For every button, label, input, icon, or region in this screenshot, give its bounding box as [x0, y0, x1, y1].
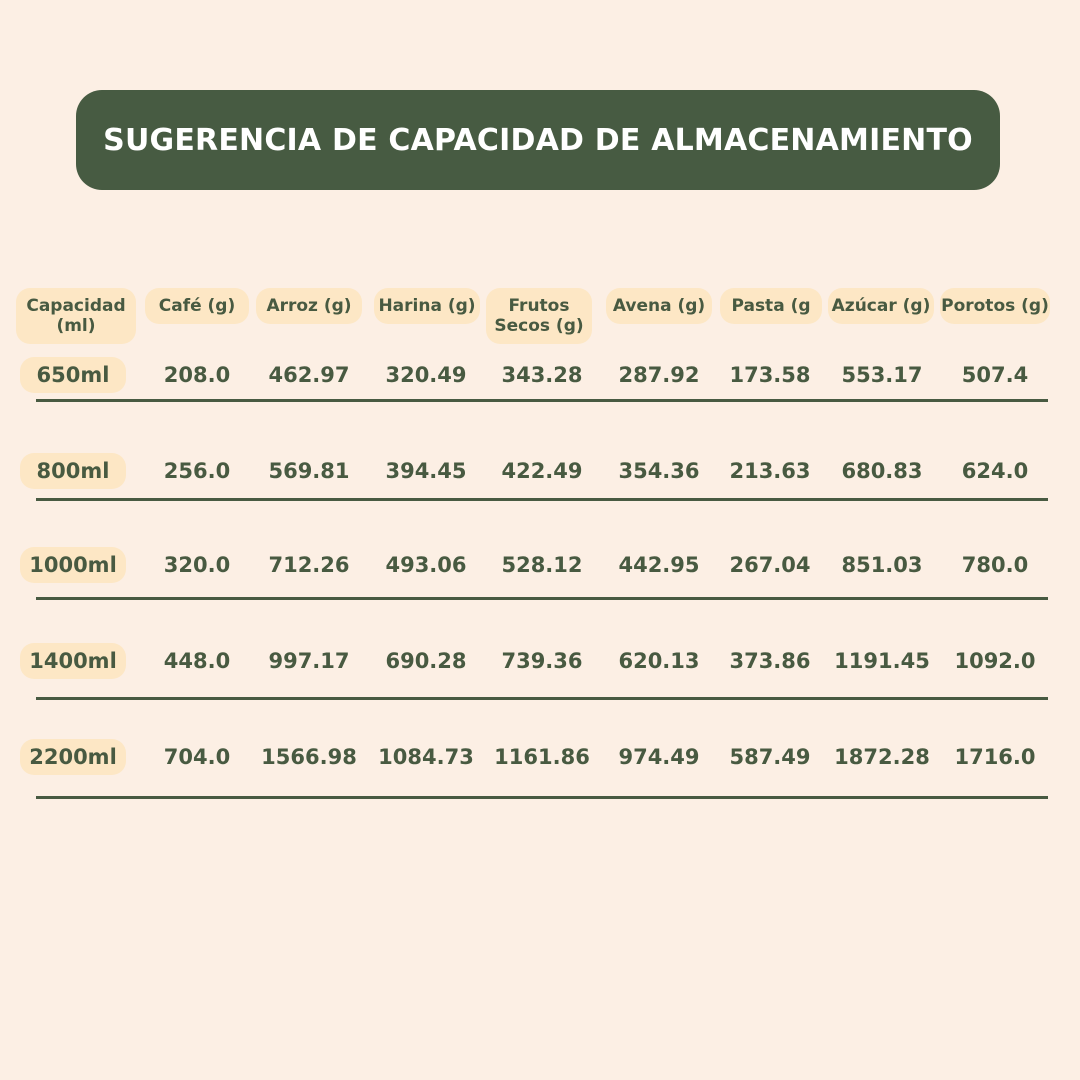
table-cell: 1566.98	[261, 745, 357, 769]
table-cell: 373.86	[729, 649, 811, 673]
table-cell: 173.58	[729, 363, 811, 387]
table-cell: 507.4	[961, 363, 1029, 387]
capacity-label: 1400ml	[20, 643, 126, 679]
capacity-label: 2200ml	[20, 739, 126, 775]
table-cell: 354.36	[618, 459, 700, 483]
capacity-label: 1000ml	[20, 547, 126, 583]
table-cell: 1161.86	[494, 745, 590, 769]
table-cell: 267.04	[729, 553, 811, 577]
row-divider	[36, 399, 1048, 402]
table-cell: 528.12	[501, 553, 583, 577]
row-divider	[36, 697, 1048, 700]
table-cell: 780.0	[961, 553, 1029, 577]
table-cell: 256.0	[163, 459, 231, 483]
table-cell: 442.95	[618, 553, 700, 577]
table-cell: 624.0	[961, 459, 1029, 483]
header-avena: Avena (g)	[606, 288, 712, 324]
table-cell: 422.49	[501, 459, 583, 483]
header-pasta: Pasta (g	[720, 288, 822, 324]
header-porotos: Porotos (g)	[940, 288, 1050, 324]
header-frutos-secos: Frutos Secos (g)	[486, 288, 592, 344]
table-cell: 704.0	[163, 745, 231, 769]
table-cell: 690.28	[385, 649, 467, 673]
row-divider	[36, 498, 1048, 501]
table-cell: 712.26	[268, 553, 350, 577]
table-cell: 208.0	[163, 363, 231, 387]
table-cell: 320.0	[163, 553, 231, 577]
row-divider	[36, 597, 1048, 600]
table-cell: 569.81	[268, 459, 350, 483]
table-cell: 462.97	[268, 363, 350, 387]
table-cell: 620.13	[618, 649, 700, 673]
table-cell: 493.06	[385, 553, 467, 577]
table-cell: 1191.45	[834, 649, 930, 673]
page-title: SUGERENCIA DE CAPACIDAD DE ALMACENAMIENT…	[103, 122, 973, 158]
header-capacidad: Capacidad (ml)	[16, 288, 136, 344]
header-azucar: Azúcar (g)	[828, 288, 934, 324]
header-harina: Harina (g)	[374, 288, 480, 324]
title-banner: SUGERENCIA DE CAPACIDAD DE ALMACENAMIENT…	[76, 90, 1000, 190]
capacity-label: 650ml	[20, 357, 126, 393]
table-cell: 1872.28	[834, 745, 930, 769]
table-cell: 974.49	[618, 745, 700, 769]
table-cell: 287.92	[618, 363, 700, 387]
table-cell: 213.63	[729, 459, 811, 483]
table-cell: 343.28	[501, 363, 583, 387]
row-divider	[36, 796, 1048, 799]
table-cell: 739.36	[501, 649, 583, 673]
table-cell: 1716.0	[954, 745, 1036, 769]
header-cafe: Café (g)	[145, 288, 249, 324]
table-cell: 1092.0	[954, 649, 1036, 673]
table-cell: 448.0	[163, 649, 231, 673]
table-cell: 320.49	[385, 363, 467, 387]
table-cell: 1084.73	[378, 745, 474, 769]
capacity-label: 800ml	[20, 453, 126, 489]
table-cell: 851.03	[841, 553, 923, 577]
table-cell: 394.45	[385, 459, 467, 483]
table-cell: 997.17	[268, 649, 350, 673]
header-arroz: Arroz (g)	[256, 288, 362, 324]
table-cell: 587.49	[729, 745, 811, 769]
table-cell: 680.83	[841, 459, 923, 483]
table-cell: 553.17	[841, 363, 923, 387]
